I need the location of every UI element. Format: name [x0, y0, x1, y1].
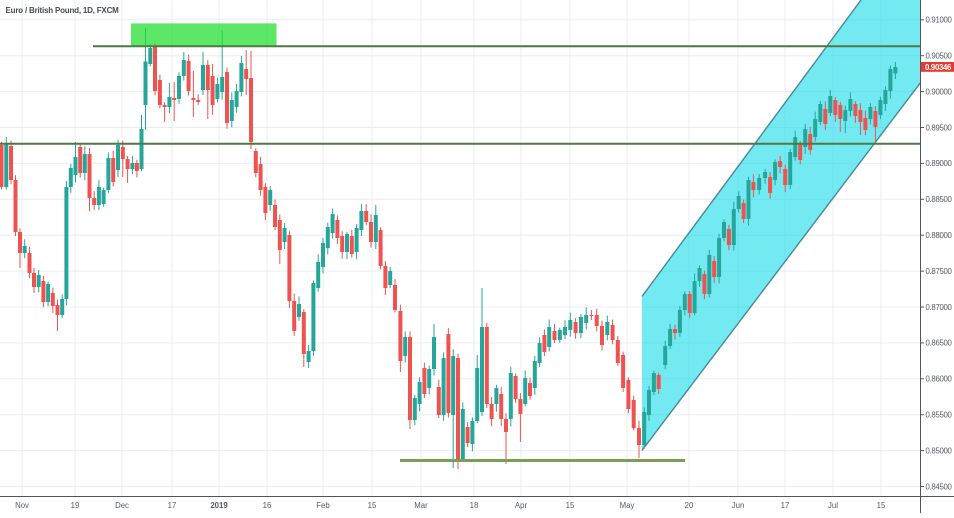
svg-text:15: 15 [877, 501, 886, 510]
svg-text:Apr: Apr [515, 501, 528, 510]
svg-text:0.90500: 0.90500 [926, 52, 953, 61]
svg-text:0.85000: 0.85000 [926, 446, 953, 455]
svg-text:May: May [620, 501, 635, 510]
svg-text:17: 17 [781, 501, 790, 510]
svg-text:0.86500: 0.86500 [926, 339, 953, 348]
svg-text:0.85500: 0.85500 [926, 411, 953, 420]
svg-text:15: 15 [566, 501, 575, 510]
svg-text:15: 15 [368, 501, 377, 510]
svg-text:0.89000: 0.89000 [926, 159, 953, 168]
svg-text:Dec: Dec [115, 501, 129, 510]
svg-text:0.86000: 0.86000 [926, 375, 953, 384]
svg-text:2019: 2019 [210, 501, 228, 510]
svg-text:Jul: Jul [828, 501, 838, 510]
svg-text:0.87000: 0.87000 [926, 303, 953, 312]
svg-text:0.91000: 0.91000 [926, 16, 953, 25]
svg-text:18: 18 [470, 501, 479, 510]
svg-text:Mar: Mar [414, 501, 428, 510]
svg-text:Nov: Nov [15, 501, 29, 510]
svg-text:19: 19 [71, 501, 80, 510]
svg-text:Euro / British Pound, 1D, FXCM: Euro / British Pound, 1D, FXCM [6, 6, 120, 15]
svg-text:0.88000: 0.88000 [926, 231, 953, 240]
svg-text:0.88500: 0.88500 [926, 195, 953, 204]
svg-text:20: 20 [685, 501, 694, 510]
svg-text:0.84500: 0.84500 [926, 482, 953, 491]
svg-text:0.90000: 0.90000 [926, 87, 953, 96]
svg-text:Jun: Jun [732, 501, 745, 510]
svg-text:Feb: Feb [316, 501, 330, 510]
svg-text:0.90346: 0.90346 [925, 63, 952, 72]
svg-text:0.89500: 0.89500 [926, 123, 953, 132]
svg-text:0.87500: 0.87500 [926, 267, 953, 276]
svg-text:17: 17 [168, 501, 177, 510]
svg-text:16: 16 [263, 501, 272, 510]
